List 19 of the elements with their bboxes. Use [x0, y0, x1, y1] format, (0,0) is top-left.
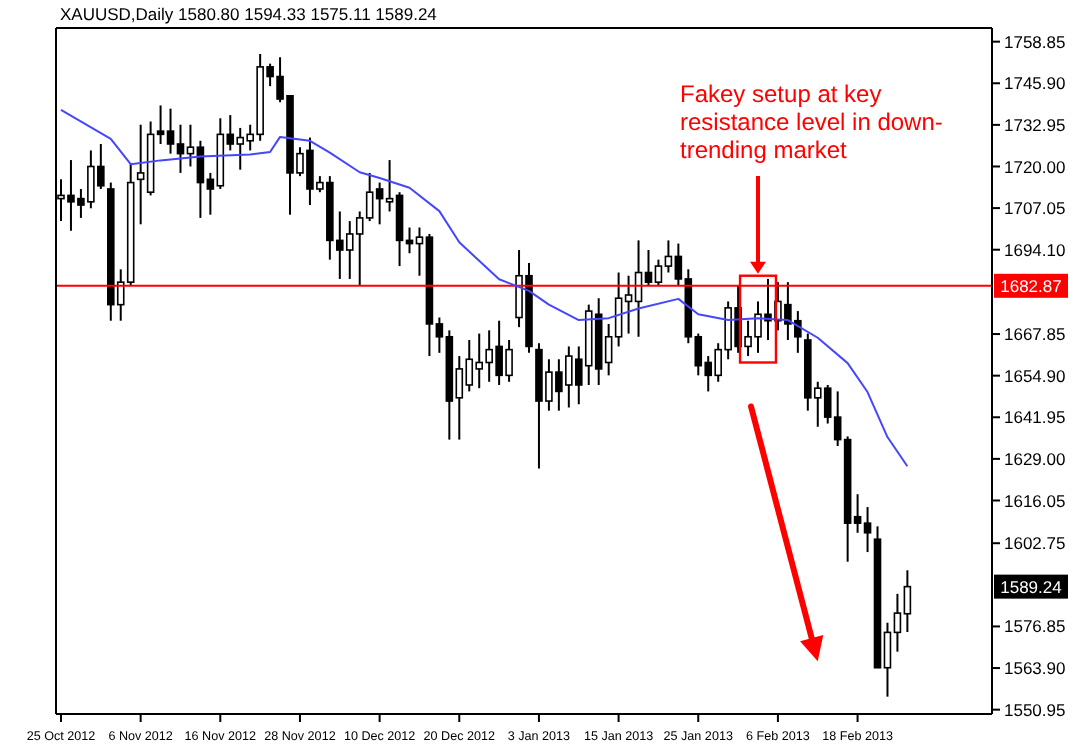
- y-tick-label: 1563.90: [1004, 658, 1066, 679]
- annotation: 1589.24: [1000, 576, 1063, 597]
- annotation: Fakey setup at key resistance level in down-trending market: [680, 80, 945, 164]
- y-tick-label: 1667.85: [1004, 324, 1066, 345]
- y-tick-label: 1758.85: [1004, 31, 1066, 52]
- ref-line-label: 1682.87: [1000, 275, 1063, 296]
- y-tick-label: 1576.85: [1004, 616, 1066, 637]
- y-tick-label: 1707.05: [1004, 198, 1066, 219]
- y-tick-label: 1550.95: [1004, 699, 1066, 720]
- y-tick-label: 1694.10: [1004, 239, 1066, 260]
- y-tick-label: 1641.95: [1004, 407, 1066, 428]
- y-tick-label: 1732.95: [1004, 114, 1066, 135]
- y-tick-label: 1602.75: [1004, 533, 1066, 554]
- chart-title: XAUUSD,Daily 1580.80 1594.33 1575.11 1589.24: [60, 4, 438, 24]
- y-tick-label: 1720.00: [1004, 156, 1066, 177]
- y-tick-label: 1616.05: [1004, 490, 1066, 511]
- y-tick-label: 1629.00: [1004, 448, 1066, 469]
- y-tick-label: 1745.90: [1004, 73, 1066, 94]
- y-tick-label: 1654.90: [1004, 365, 1066, 386]
